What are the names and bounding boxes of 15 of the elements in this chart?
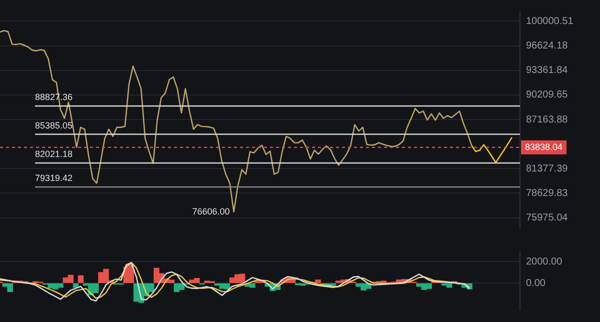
y-tick-label: 90209.65	[526, 90, 568, 101]
y-tick-label: 75975.04	[526, 212, 568, 224]
y-tick-label: 87163.88	[526, 114, 568, 126]
y-tick-label: 2000.00	[526, 256, 563, 268]
y-tick-label: 78629.83	[526, 188, 568, 199]
y-tick-label: 0.00	[526, 278, 546, 289]
y-tick-label: 81377.39	[526, 163, 568, 174]
y-tick-label: 93361.84	[526, 65, 568, 76]
annotation: 76606.00	[192, 206, 230, 216]
ref-line-label: 79319.42	[35, 172, 73, 183]
ref-line-label: 85385.05	[35, 120, 73, 130]
ref-line-label: 82021.18	[35, 149, 73, 160]
y-tick-label: 96624.18	[526, 40, 568, 52]
y-tick-label: 100000.51	[526, 16, 574, 27]
ref-line-label: 83838.04	[525, 142, 563, 152]
